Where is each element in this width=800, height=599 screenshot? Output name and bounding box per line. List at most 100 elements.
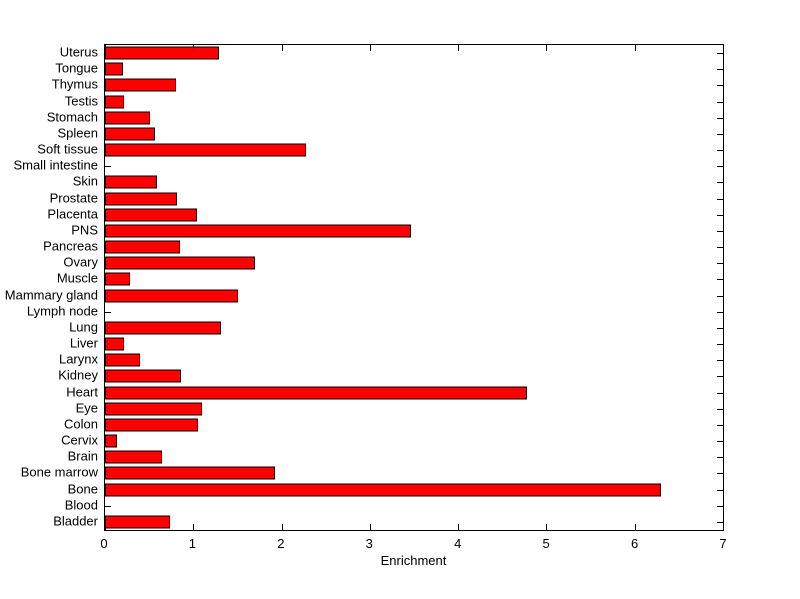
bar-row-pancreas (105, 239, 723, 255)
y-tick-right (717, 263, 723, 265)
plot-area (104, 44, 724, 531)
y-tick-right (717, 408, 723, 410)
y-tick-right (717, 424, 723, 426)
bar-mammary-gland (105, 289, 239, 303)
bar-soft-tissue (105, 143, 307, 157)
y-tick-right (717, 69, 723, 71)
y-tick-right (717, 392, 723, 394)
y-tick-label-mammary-gland: Mammary gland (4, 287, 98, 303)
y-tick-label-bone-marrow: Bone marrow (20, 464, 98, 480)
bar-row-placenta (105, 207, 723, 223)
y-tick-label-lung: Lung (69, 319, 98, 335)
x-tick-label-1: 1 (188, 536, 197, 551)
bar-thymus (105, 78, 176, 92)
y-tick-right (717, 521, 723, 523)
x-tick-bottom-3 (369, 524, 371, 530)
y-tick-right (717, 327, 723, 329)
x-tick-bottom-4 (458, 524, 460, 530)
y-tick-label-lymph-node: Lymph node (26, 303, 98, 319)
bar-brain (105, 450, 162, 464)
y-tick-right (717, 150, 723, 152)
y-tick-label-stomach: Stomach (46, 109, 98, 125)
y-tick-label-small-intestine: Small intestine (13, 157, 98, 173)
y-tick-left (105, 166, 111, 168)
y-tick-label-placenta: Placenta (47, 206, 98, 222)
x-tick-bottom-6 (634, 524, 636, 530)
y-tick-right (717, 85, 723, 87)
y-tick-label-cervix: Cervix (61, 432, 98, 448)
y-tick-right (717, 311, 723, 313)
bar-liver (105, 337, 125, 351)
bar-row-ovary (105, 255, 723, 271)
y-tick-label-heart: Heart (66, 384, 98, 400)
y-tick-label-colon: Colon (64, 416, 98, 432)
y-tick-right (717, 247, 723, 249)
y-tick-right (717, 101, 723, 103)
bar-row-cervix (105, 433, 723, 449)
y-axis-labels: Uterus Tongue Thymus Testis Stomach Spleen Sof… (0, 44, 98, 529)
y-tick-left (105, 311, 111, 313)
y-tick-label-muscle: Muscle (56, 270, 98, 286)
x-tick-top-1 (193, 45, 195, 51)
y-tick-right (717, 505, 723, 507)
bar-pancreas (105, 240, 181, 254)
bar-bladder (105, 515, 171, 529)
bar-bone (105, 483, 662, 497)
bar-row-thymus (105, 77, 723, 93)
y-tick-label-testis: Testis (64, 93, 98, 109)
bar-pns (105, 224, 412, 238)
x-tick-label-3: 3 (365, 536, 373, 551)
bar-row-lung (105, 320, 723, 336)
bar-cervix (105, 434, 118, 448)
bar-row-lymph-node (105, 304, 723, 320)
x-tick-bottom-0 (105, 524, 106, 530)
y-tick-left (105, 505, 111, 507)
y-tick-label-ovary: Ovary (63, 254, 98, 270)
y-tick-label-soft-tissue: Soft tissue (37, 141, 98, 157)
bar-row-small-intestine (105, 158, 723, 174)
bar-uterus (105, 46, 219, 60)
bar-row-larynx (105, 352, 723, 368)
bar-prostate (105, 192, 177, 206)
bar-row-testis (105, 94, 723, 110)
y-tick-label-pns: PNS (71, 222, 98, 238)
x-tick-label-5: 5 (542, 536, 550, 551)
bar-spleen (105, 127, 156, 141)
y-tick-right (717, 489, 723, 491)
x-tick-top-7 (723, 45, 724, 51)
x-tick-bottom-2 (281, 524, 283, 530)
y-tick-right (717, 441, 723, 443)
y-tick-right (717, 214, 723, 216)
bar-row-soft-tissue (105, 142, 723, 158)
bar-row-bone-marrow (105, 465, 723, 481)
y-tick-label-skin: Skin (72, 173, 98, 189)
x-tick-label-4: 4 (454, 536, 462, 551)
y-tick-right (717, 53, 723, 55)
y-tick-right (717, 295, 723, 297)
bar-lung (105, 321, 221, 335)
bar-row-muscle (105, 271, 723, 287)
y-tick-label-kidney: Kidney (58, 367, 98, 383)
bar-row-kidney (105, 368, 723, 384)
bar-skin (105, 175, 158, 189)
y-tick-label-thymus: Thymus (51, 76, 98, 92)
x-tick-top-2 (281, 45, 283, 51)
bar-row-skin (105, 174, 723, 190)
y-tick-right (717, 376, 723, 378)
bar-row-tongue (105, 61, 723, 77)
bar-heart (105, 386, 527, 400)
y-tick-label-spleen: Spleen (57, 125, 98, 141)
bar-row-colon (105, 417, 723, 433)
y-tick-label-pancreas: Pancreas (43, 238, 98, 254)
y-tick-label-tongue: Tongue (55, 60, 98, 76)
y-tick-right (717, 166, 723, 168)
bar-testis (105, 95, 124, 109)
x-tick-top-6 (634, 45, 636, 51)
x-tick-top-4 (458, 45, 460, 51)
y-tick-right (717, 344, 723, 346)
y-tick-right (717, 230, 723, 232)
x-axis-title: Enrichment (380, 553, 447, 568)
x-tick-top-3 (369, 45, 371, 51)
x-tick-label-6: 6 (630, 536, 639, 551)
bar-row-liver (105, 336, 723, 352)
